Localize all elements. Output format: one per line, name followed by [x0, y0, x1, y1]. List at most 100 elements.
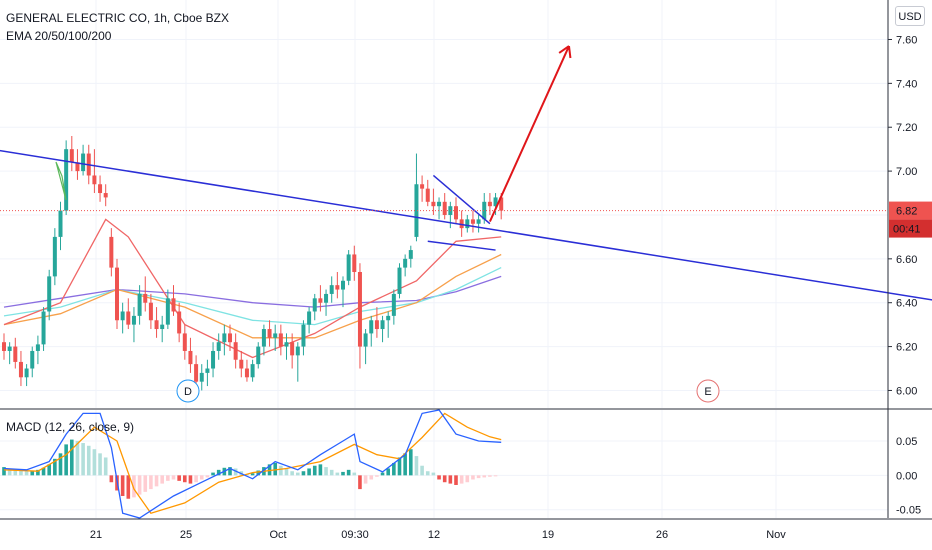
- macd-bar: [126, 475, 131, 499]
- candle-body: [312, 298, 317, 312]
- grid: [0, 0, 888, 518]
- macd-bar: [437, 475, 441, 480]
- candle-body: [465, 219, 470, 229]
- macd-bar: [397, 457, 402, 476]
- candle-body: [295, 346, 300, 356]
- candle-body: [431, 201, 436, 207]
- candle-body: [160, 324, 165, 330]
- macd-bar: [183, 475, 187, 483]
- indicator-legend: EMA 20/50/100/200: [6, 29, 112, 43]
- candle-body: [244, 368, 249, 378]
- macd-bar: [301, 471, 306, 476]
- macd-bar: [307, 468, 311, 476]
- countdown-label: 00:41: [893, 224, 921, 236]
- macd-bar: [194, 475, 198, 483]
- candle-body: [194, 364, 199, 382]
- macd-bar: [24, 471, 29, 476]
- candle-body: [487, 201, 492, 207]
- candle-body: [284, 342, 289, 347]
- candle-body: [2, 342, 6, 351]
- candle-body: [52, 236, 57, 277]
- candle-body: [391, 293, 396, 316]
- macd-bar: [154, 475, 159, 487]
- candle-body: [41, 311, 46, 345]
- macd-bar: [250, 473, 255, 476]
- macd-bar: [346, 469, 351, 476]
- candle-body: [233, 342, 238, 360]
- candle-body: [115, 267, 119, 321]
- macd-bar: [425, 471, 430, 476]
- macd-bar: [86, 445, 91, 476]
- candle-body: [363, 333, 368, 347]
- macd-bar: [312, 465, 317, 476]
- candle-body: [352, 254, 357, 272]
- last-price-label: 6.82: [896, 206, 917, 218]
- candle-body: [205, 368, 210, 373]
- macd-bar: [454, 475, 458, 485]
- price-tick-label: 7.60: [896, 34, 917, 46]
- countdown-badge: [889, 219, 932, 238]
- macd-bar: [143, 475, 148, 492]
- macd-bar: [279, 465, 283, 476]
- macd-bar: [363, 475, 368, 484]
- candle-body: [414, 184, 419, 237]
- macd-bar: [448, 475, 453, 484]
- candle-body: [346, 254, 351, 281]
- macd-bar: [70, 439, 74, 476]
- candle-body: [24, 368, 29, 378]
- macd-bar: [403, 453, 407, 476]
- macd-bar: [188, 475, 193, 484]
- candle-body: [397, 267, 402, 294]
- macd-bar: [335, 472, 340, 476]
- macd-bar: [380, 472, 385, 476]
- candle-body: [493, 197, 498, 207]
- time-tick-label: 09:30: [341, 529, 369, 541]
- macd-bar: [171, 475, 176, 480]
- macd-bar: [290, 471, 294, 476]
- earnings-marker-label: E: [704, 386, 711, 398]
- candle-body: [199, 372, 204, 382]
- macd-bar: [160, 475, 164, 484]
- macd-bar: [267, 464, 272, 476]
- candle-body: [120, 311, 125, 321]
- macd-bar: [414, 456, 419, 476]
- macd-bar: [273, 462, 277, 476]
- candle-body: [369, 320, 374, 334]
- candle-body: [261, 329, 266, 347]
- candle-body: [35, 344, 40, 351]
- price-tick-label: 6.20: [896, 342, 917, 354]
- candle-body: [301, 324, 306, 347]
- long-trendline: [0, 149, 932, 301]
- candle-body: [256, 346, 261, 365]
- macd-bar: [81, 443, 85, 476]
- macd-bar: [98, 453, 102, 476]
- candle-body: [318, 298, 323, 303]
- flag-lower-line: [427, 240, 496, 251]
- macd-pane: [2, 409, 502, 519]
- candle-body: [126, 311, 131, 325]
- macd-bar: [166, 475, 170, 481]
- candle-body: [58, 210, 63, 237]
- currency-button[interactable]: USD: [895, 6, 925, 26]
- candle-body: [335, 285, 340, 290]
- macd-bar: [476, 475, 481, 479]
- candle-body: [278, 333, 283, 347]
- macd-bar: [488, 475, 492, 477]
- candle-body: [18, 361, 23, 378]
- arrow-head: [568, 45, 572, 59]
- macd-bar: [58, 453, 63, 476]
- dividend-marker-label: D: [184, 386, 192, 398]
- macd-bar: [216, 469, 221, 476]
- macd-bar: [36, 469, 40, 476]
- pattern-triangle: [55, 161, 67, 201]
- macd-tick-label: -0.05: [896, 505, 921, 517]
- candle-body: [165, 298, 170, 325]
- candle-body: [69, 149, 74, 163]
- macd-bar: [199, 475, 204, 480]
- ema50-line: [3, 253, 502, 339]
- macd-bar: [177, 475, 181, 481]
- macd-bar: [329, 469, 334, 476]
- candle-body: [13, 346, 18, 362]
- candle-body: [143, 293, 148, 303]
